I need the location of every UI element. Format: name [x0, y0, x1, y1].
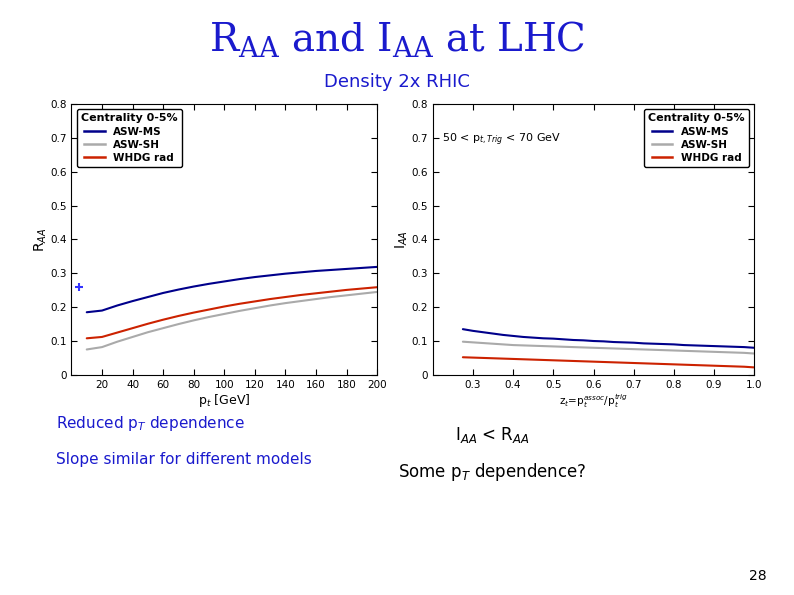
Text: Reduced p$_{T}$ dependence: Reduced p$_{T}$ dependence — [56, 414, 245, 433]
Text: Slope similar for different models: Slope similar for different models — [56, 452, 311, 467]
Y-axis label: R$_{AA}$: R$_{AA}$ — [33, 227, 48, 252]
Legend: ASW-MS, ASW-SH, WHDG rad: ASW-MS, ASW-SH, WHDG rad — [644, 109, 749, 167]
Text: 28: 28 — [749, 569, 766, 583]
Y-axis label: I$_{AA}$: I$_{AA}$ — [394, 230, 410, 249]
Legend: ASW-MS, ASW-SH, WHDG rad: ASW-MS, ASW-SH, WHDG rad — [77, 109, 182, 167]
Text: Some p$_{T}$ dependence?: Some p$_{T}$ dependence? — [398, 461, 587, 483]
Text: 50 < p$_{t,Trig}$ < 70 GeV: 50 < p$_{t,Trig}$ < 70 GeV — [442, 131, 561, 148]
Text: I$_{AA}$ < R$_{AA}$: I$_{AA}$ < R$_{AA}$ — [455, 425, 530, 446]
Text: $\mathregular{R_{AA}}$ and $\mathregular{I_{AA}}$ at LHC: $\mathregular{R_{AA}}$ and $\mathregular… — [209, 18, 585, 59]
X-axis label: z$_{t}$=p$_{t}^{assoc}$/p$_{t}^{trig}$: z$_{t}$=p$_{t}^{assoc}$/p$_{t}^{trig}$ — [559, 393, 628, 411]
X-axis label: p$_{t}$ [GeV]: p$_{t}$ [GeV] — [198, 393, 251, 409]
Text: Density 2x RHIC: Density 2x RHIC — [324, 73, 470, 91]
